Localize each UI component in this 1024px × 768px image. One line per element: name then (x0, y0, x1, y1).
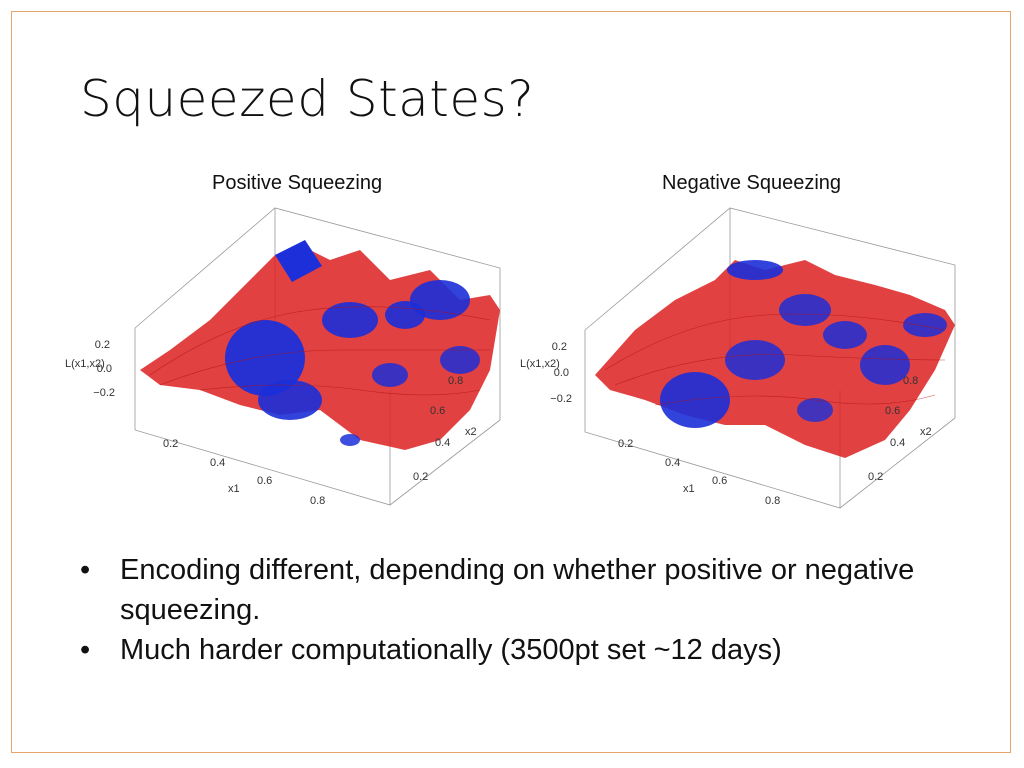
bullet-icon: • (80, 634, 91, 666)
x2-tick: 0.8 (448, 375, 463, 387)
slide-border (11, 11, 1011, 753)
x2-tick: 0.6 (885, 405, 900, 417)
x2-tick: 0.4 (890, 437, 905, 449)
x1-tick: 0.8 (310, 495, 325, 507)
x2-tick: 0.6 (430, 405, 445, 417)
x1-axis-label: x1 (683, 483, 695, 495)
x2-axis-label: x2 (920, 426, 932, 438)
x1-axis-label: x1 (228, 483, 240, 495)
x1-tick: 0.2 (163, 438, 178, 450)
z-tick: −0.2 (93, 387, 115, 399)
x1-tick: 0.6 (712, 475, 727, 487)
surface-plot-negative: L(x1,x2) 0.2 0.0 −0.2 0.2 0.4 0.6 0.8 x1… (520, 207, 956, 509)
x2-tick: 0.2 (868, 471, 883, 483)
x2-axis-label: x2 (465, 426, 477, 438)
z-tick: 0.0 (554, 367, 569, 379)
x2-tick: 0.2 (413, 471, 428, 483)
caption-positive-squeezing: Positive Squeezing (212, 172, 383, 194)
x1-tick: 0.8 (765, 495, 780, 507)
surface-positive (140, 240, 500, 450)
z-axis-label: L(x1,x2) (520, 358, 560, 370)
z-tick: −0.2 (550, 393, 572, 405)
surface-negative (595, 260, 955, 458)
plot-positive-squeezing: L(x1,x2) 0.2 0.0 −0.2 0.2 0.4 0.6 0.8 x1… (60, 200, 510, 520)
x1-tick: 0.4 (665, 457, 680, 469)
z-tick: 0.2 (95, 339, 110, 351)
bullet-text: Much harder computationally (3500pt set … (120, 634, 782, 666)
bullet-list: • Encoding different, depending on wheth… (80, 550, 960, 670)
z-tick: 0.2 (552, 341, 567, 353)
x2-tick: 0.8 (903, 375, 918, 387)
caption-negative-squeezing: Negative Squeezing (662, 172, 842, 194)
x1-tick: 0.2 (618, 438, 633, 450)
z-axis-label: L(x1,x2) (65, 358, 105, 370)
bullet-text: Encoding different, depending on whether… (120, 554, 915, 626)
x1-tick: 0.6 (257, 475, 272, 487)
bullet-icon: • (80, 554, 91, 586)
plot-negative-squeezing: L(x1,x2) 0.2 0.0 −0.2 0.2 0.4 0.6 0.8 x1… (515, 200, 965, 520)
slide-title: Squeezed States? (80, 70, 535, 128)
x1-tick: 0.4 (210, 457, 225, 469)
z-tick: 0.0 (97, 363, 112, 375)
bullet-item: • Much harder computationally (3500pt se… (80, 630, 960, 670)
x2-tick: 0.4 (435, 437, 450, 449)
bullet-item: • Encoding different, depending on wheth… (80, 550, 960, 630)
surface-plot-positive: L(x1,x2) 0.2 0.0 −0.2 0.2 0.4 0.6 0.8 x1… (65, 207, 501, 507)
